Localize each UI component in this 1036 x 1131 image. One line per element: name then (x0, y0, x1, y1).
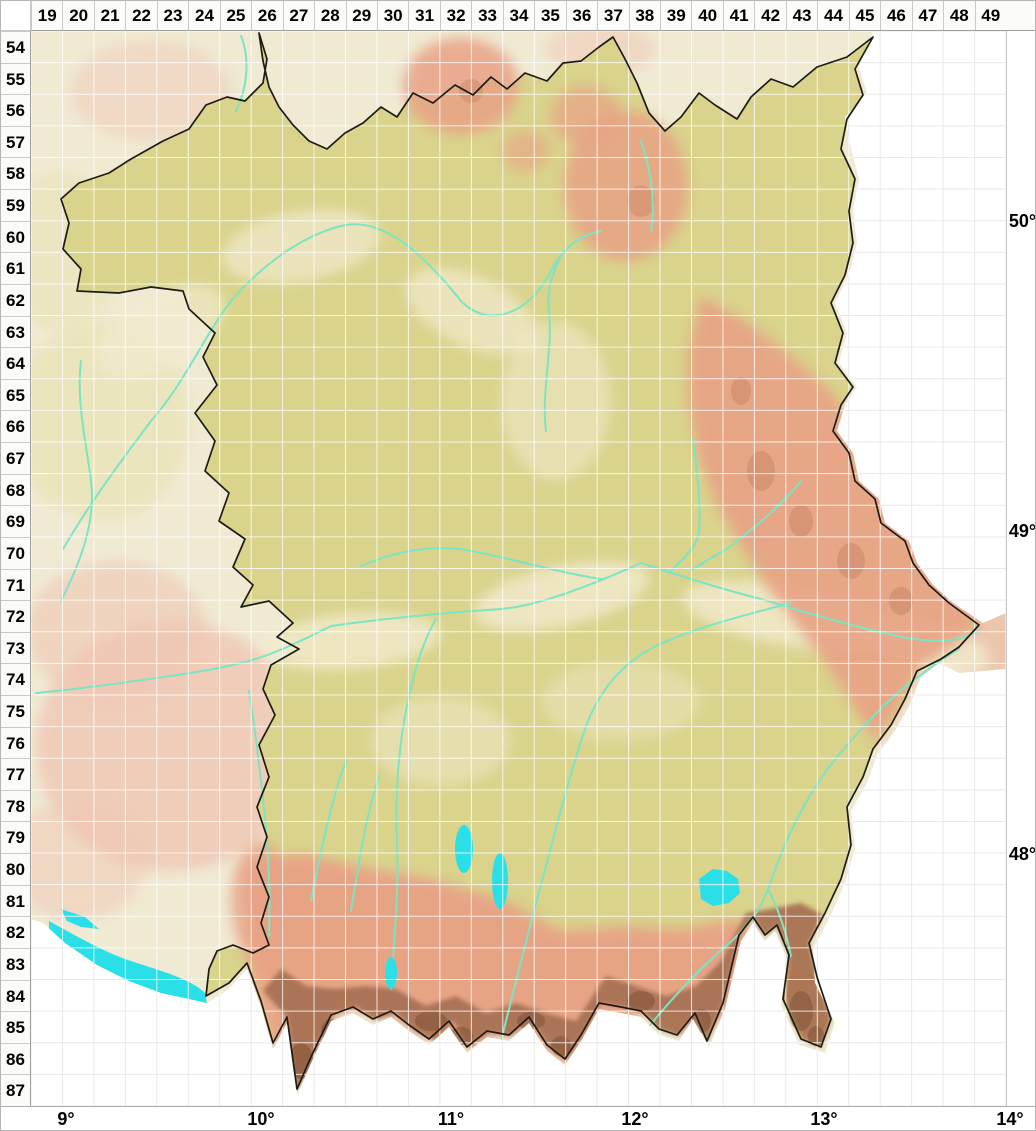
grid-row-header-81: 81 (1, 884, 30, 917)
grid-row-header-73: 73 (1, 631, 30, 664)
grid-row-header-72: 72 (1, 600, 30, 632)
lake-forggensee (385, 957, 397, 989)
grid-row-header-80: 80 (1, 853, 30, 885)
grid-column-header-48: 48 (943, 1, 975, 30)
grid-column-header-29: 29 (345, 1, 377, 30)
grid-column-header-37: 37 (597, 1, 629, 30)
grid-row-header-74: 74 (1, 663, 30, 695)
grid-column-header-40: 40 (691, 1, 723, 30)
grid-column-header-34: 34 (502, 1, 535, 30)
grid-column-header-41: 41 (722, 1, 755, 30)
grid-column-header-27: 27 (282, 1, 315, 30)
grid-row-header-54: 54 (1, 31, 30, 63)
grid-column-header-22: 22 (125, 1, 157, 30)
grid-column-header-44: 44 (817, 1, 849, 30)
grid-column-header-35: 35 (534, 1, 566, 30)
column-header-strip: 19 20 21 22 23 24 25 26 27 28 29 30 31 32 33 34 35 36 37 38… (1, 1, 1035, 31)
grid-row-header-57: 57 (1, 125, 30, 158)
grid-column-header-25: 25 (219, 1, 252, 30)
grid-column-header-26: 26 (251, 1, 283, 30)
lake-starnberg (492, 853, 508, 909)
grid-row-header-61: 61 (1, 252, 30, 284)
grid-row-header-60: 60 (1, 220, 30, 253)
longitude-margin: 9° 10° 11° 12° 13° 14° (1, 1106, 1035, 1130)
grid-row-header-76: 76 (1, 726, 30, 759)
grid-row-header-83: 83 (1, 947, 30, 980)
grid-column-header-43: 43 (785, 1, 818, 30)
grid-row-header-78: 78 (1, 789, 30, 822)
grid-row-header-65: 65 (1, 378, 30, 411)
longitude-label-10°: 10° (247, 1109, 275, 1129)
grid-row-header-87: 87 (1, 1074, 30, 1106)
grid-row-header-77: 77 (1, 758, 30, 790)
grid-column-header-39: 39 (660, 1, 692, 30)
grid-row-header-86: 86 (1, 1042, 30, 1075)
grid-column-header-19: 19 (31, 1, 63, 30)
row-header-strip: 54 55 56 57 58 59 60 61 62 63 64 65 66 67 68 69 70 71 72 73… (1, 1, 31, 1106)
latitude-label-48°: 48° (1008, 844, 1036, 864)
latitude-margin: 50° 49° 48° (1006, 31, 1036, 1106)
grid-column-header-45: 45 (848, 1, 881, 30)
grid-row-header-64: 64 (1, 347, 30, 379)
longitude-label-12°: 12° (621, 1109, 649, 1129)
longitude-label-11°: 11° (437, 1109, 465, 1129)
latitude-label-49°: 49° (1008, 521, 1036, 541)
grid-column-header-32: 32 (439, 1, 472, 30)
grid-column-header-24: 24 (188, 1, 220, 30)
grid-column-header-31: 31 (408, 1, 440, 30)
lake-ammersee (455, 825, 473, 873)
grid-column-header-42: 42 (754, 1, 786, 30)
grid-column-header-33: 33 (471, 1, 503, 30)
longitude-label-13°: 13° (810, 1109, 838, 1129)
grid-row-header-82: 82 (1, 916, 30, 948)
state-boundary (60, 32, 980, 1090)
grid-column-header-38: 38 (628, 1, 661, 30)
grid-column-header-49: 49 (974, 1, 1006, 30)
grid-row-header-67: 67 (1, 442, 30, 474)
grid-row-header-59: 59 (1, 189, 30, 221)
latitude-label-50°: 50° (1008, 211, 1036, 231)
lake-constance (61, 909, 99, 929)
grid-column-header-46: 46 (880, 1, 912, 30)
grid-row-header-55: 55 (1, 62, 30, 95)
grid-row-header-66: 66 (1, 410, 30, 443)
grid-column-header-20: 20 (62, 1, 94, 30)
grid-row-header-84: 84 (1, 979, 30, 1012)
grid-row-header-58: 58 (1, 157, 30, 190)
lake-chiemsee (699, 869, 740, 906)
grid-column-header-21: 21 (93, 1, 126, 30)
grid-column-header-47: 47 (911, 1, 944, 30)
grid-column-header-23: 23 (156, 1, 189, 30)
longitude-label-14°: 14° (996, 1109, 1024, 1129)
grid-row-header-70: 70 (1, 536, 30, 569)
grid-row-header-79: 79 (1, 821, 30, 854)
grid-row-header-71: 71 (1, 568, 30, 601)
grid-row-header-62: 62 (1, 283, 30, 316)
grid-row-header-63: 63 (1, 315, 30, 348)
lakes (49, 825, 740, 1003)
grid-column-header-28: 28 (314, 1, 346, 30)
lake-constance-main (49, 921, 207, 1003)
longitude-label-9°: 9° (57, 1109, 75, 1129)
grid-column-header-30: 30 (376, 1, 409, 30)
grid-row-header-68: 68 (1, 473, 30, 506)
grid-row-header-75: 75 (1, 694, 30, 727)
grid-row-header-69: 69 (1, 505, 30, 537)
grid-column-header-36: 36 (565, 1, 598, 30)
grid-row-header-85: 85 (1, 1011, 30, 1043)
grid-row-header-56: 56 (1, 94, 30, 126)
corner-cell (1, 1, 31, 31)
